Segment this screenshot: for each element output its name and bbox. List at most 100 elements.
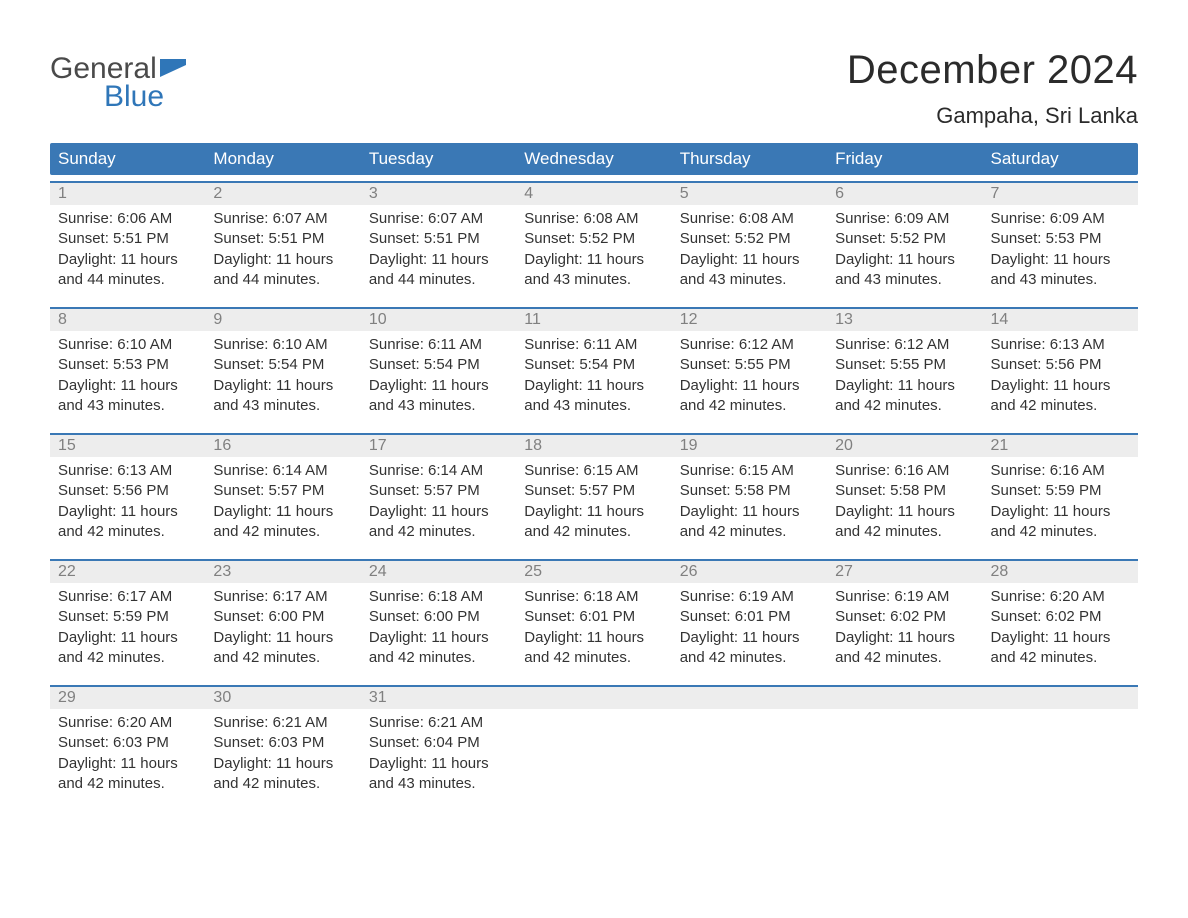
sunset-line: Sunset: 5:51 PM bbox=[58, 229, 197, 249]
sunset-line: Sunset: 5:52 PM bbox=[835, 229, 974, 249]
day-details bbox=[516, 709, 671, 805]
sunset-value: 6:01 PM bbox=[735, 608, 791, 625]
day-details: Sunrise: 6:13 AMSunset: 5:56 PMDaylight:… bbox=[50, 457, 205, 553]
sunrise-value: 6:12 AM bbox=[739, 336, 794, 353]
sunrise-value: 6:17 AM bbox=[117, 588, 172, 605]
sunset-label: Sunset: bbox=[213, 230, 264, 247]
sunset-value: 5:56 PM bbox=[113, 482, 169, 499]
sunrise-label: Sunrise: bbox=[369, 336, 424, 353]
sunset-line: Sunset: 5:54 PM bbox=[213, 355, 352, 375]
sunrise-value: 6:21 AM bbox=[273, 714, 328, 731]
day-details bbox=[983, 709, 1138, 805]
sunset-line: Sunset: 5:55 PM bbox=[680, 355, 819, 375]
daylight-label: Daylight: bbox=[369, 377, 427, 394]
logo-word-blue: Blue bbox=[104, 82, 164, 112]
details-row: Sunrise: 6:17 AMSunset: 5:59 PMDaylight:… bbox=[50, 583, 1138, 679]
daylight-label: Daylight: bbox=[58, 251, 116, 268]
daylight-line: Daylight: 11 hours and 42 minutes. bbox=[213, 628, 352, 669]
sunrise-label: Sunrise: bbox=[58, 462, 113, 479]
sunset-line: Sunset: 5:57 PM bbox=[524, 481, 663, 501]
sunrise-label: Sunrise: bbox=[213, 588, 268, 605]
day-details: Sunrise: 6:10 AMSunset: 5:54 PMDaylight:… bbox=[205, 331, 360, 427]
sunset-value: 5:52 PM bbox=[890, 230, 946, 247]
weekday-header: Sunday bbox=[50, 143, 205, 175]
day-number: 16 bbox=[205, 435, 360, 457]
daylight-label: Daylight: bbox=[58, 377, 116, 394]
sunrise-label: Sunrise: bbox=[213, 462, 268, 479]
sunrise-label: Sunrise: bbox=[991, 588, 1046, 605]
daylight-label: Daylight: bbox=[58, 629, 116, 646]
daylight-line: Daylight: 11 hours and 44 minutes. bbox=[213, 250, 352, 291]
sunset-label: Sunset: bbox=[213, 482, 264, 499]
weekday-header-row: SundayMondayTuesdayWednesdayThursdayFrid… bbox=[50, 143, 1138, 175]
sunrise-value: 6:07 AM bbox=[428, 210, 483, 227]
sunset-value: 5:53 PM bbox=[1046, 230, 1102, 247]
daylight-label: Daylight: bbox=[524, 251, 582, 268]
day-number: 27 bbox=[827, 561, 982, 583]
sunset-line: Sunset: 5:59 PM bbox=[991, 481, 1130, 501]
daylight-line: Daylight: 11 hours and 44 minutes. bbox=[58, 250, 197, 291]
sunrise-value: 6:16 AM bbox=[894, 462, 949, 479]
sunset-value: 6:01 PM bbox=[579, 608, 635, 625]
sunrise-value: 6:20 AM bbox=[1050, 588, 1105, 605]
sunrise-line: Sunrise: 6:11 AM bbox=[524, 335, 663, 355]
sunrise-line: Sunrise: 6:17 AM bbox=[58, 587, 197, 607]
daylight-line: Daylight: 11 hours and 42 minutes. bbox=[213, 502, 352, 543]
daylight-label: Daylight: bbox=[680, 503, 738, 520]
sunset-value: 5:56 PM bbox=[1046, 356, 1102, 373]
day-number: 28 bbox=[983, 561, 1138, 583]
day-details: Sunrise: 6:20 AMSunset: 6:03 PMDaylight:… bbox=[50, 709, 205, 805]
sunset-label: Sunset: bbox=[369, 482, 420, 499]
day-number: 15 bbox=[50, 435, 205, 457]
weekday-header: Wednesday bbox=[516, 143, 671, 175]
day-details: Sunrise: 6:17 AMSunset: 6:00 PMDaylight:… bbox=[205, 583, 360, 679]
day-details: Sunrise: 6:19 AMSunset: 6:01 PMDaylight:… bbox=[672, 583, 827, 679]
sunset-label: Sunset: bbox=[58, 230, 109, 247]
daylight-line: Daylight: 11 hours and 42 minutes. bbox=[680, 376, 819, 417]
sunrise-line: Sunrise: 6:15 AM bbox=[524, 461, 663, 481]
week-row: 891011121314Sunrise: 6:10 AMSunset: 5:53… bbox=[50, 307, 1138, 427]
sunrise-value: 6:14 AM bbox=[273, 462, 328, 479]
day-details: Sunrise: 6:14 AMSunset: 5:57 PMDaylight:… bbox=[361, 457, 516, 553]
sunrise-value: 6:20 AM bbox=[117, 714, 172, 731]
sunset-line: Sunset: 5:53 PM bbox=[991, 229, 1130, 249]
month-title: December 2024 bbox=[847, 48, 1138, 93]
daylight-line: Daylight: 11 hours and 42 minutes. bbox=[835, 628, 974, 669]
sunrise-value: 6:14 AM bbox=[428, 462, 483, 479]
daylight-line: Daylight: 11 hours and 43 minutes. bbox=[680, 250, 819, 291]
day-details: Sunrise: 6:07 AMSunset: 5:51 PMDaylight:… bbox=[205, 205, 360, 301]
daylight-label: Daylight: bbox=[369, 503, 427, 520]
sunset-line: Sunset: 6:03 PM bbox=[213, 733, 352, 753]
sunset-value: 5:59 PM bbox=[113, 608, 169, 625]
daylight-label: Daylight: bbox=[369, 755, 427, 772]
sunset-label: Sunset: bbox=[524, 230, 575, 247]
sunset-value: 6:04 PM bbox=[424, 734, 480, 751]
sunset-line: Sunset: 6:02 PM bbox=[991, 607, 1130, 627]
day-details: Sunrise: 6:18 AMSunset: 6:01 PMDaylight:… bbox=[516, 583, 671, 679]
sunrise-label: Sunrise: bbox=[835, 210, 890, 227]
daylight-line: Daylight: 11 hours and 44 minutes. bbox=[369, 250, 508, 291]
weekday-header: Thursday bbox=[672, 143, 827, 175]
week-row: 1234567Sunrise: 6:06 AMSunset: 5:51 PMDa… bbox=[50, 181, 1138, 301]
details-row: Sunrise: 6:13 AMSunset: 5:56 PMDaylight:… bbox=[50, 457, 1138, 553]
daylight-label: Daylight: bbox=[213, 629, 271, 646]
sunrise-value: 6:09 AM bbox=[1050, 210, 1105, 227]
sunset-label: Sunset: bbox=[58, 356, 109, 373]
daylight-line: Daylight: 11 hours and 42 minutes. bbox=[680, 628, 819, 669]
sunset-value: 5:57 PM bbox=[268, 482, 324, 499]
sunrise-label: Sunrise: bbox=[835, 588, 890, 605]
day-number: 21 bbox=[983, 435, 1138, 457]
sunrise-label: Sunrise: bbox=[58, 588, 113, 605]
day-number: 22 bbox=[50, 561, 205, 583]
sunset-line: Sunset: 5:54 PM bbox=[369, 355, 508, 375]
sunrise-line: Sunrise: 6:08 AM bbox=[524, 209, 663, 229]
day-details: Sunrise: 6:06 AMSunset: 5:51 PMDaylight:… bbox=[50, 205, 205, 301]
sunset-line: Sunset: 6:00 PM bbox=[369, 607, 508, 627]
daylight-label: Daylight: bbox=[680, 377, 738, 394]
sunrise-label: Sunrise: bbox=[680, 210, 735, 227]
sunset-label: Sunset: bbox=[213, 356, 264, 373]
sunset-value: 5:57 PM bbox=[424, 482, 480, 499]
daylight-line: Daylight: 11 hours and 43 minutes. bbox=[58, 376, 197, 417]
daylight-label: Daylight: bbox=[680, 251, 738, 268]
daynum-row: 891011121314 bbox=[50, 309, 1138, 331]
